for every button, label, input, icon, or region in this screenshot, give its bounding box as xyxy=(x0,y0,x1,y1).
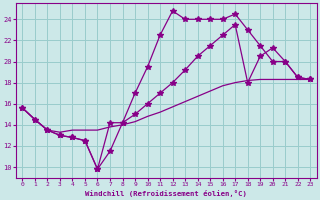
X-axis label: Windchill (Refroidissement éolien,°C): Windchill (Refroidissement éolien,°C) xyxy=(85,190,247,197)
